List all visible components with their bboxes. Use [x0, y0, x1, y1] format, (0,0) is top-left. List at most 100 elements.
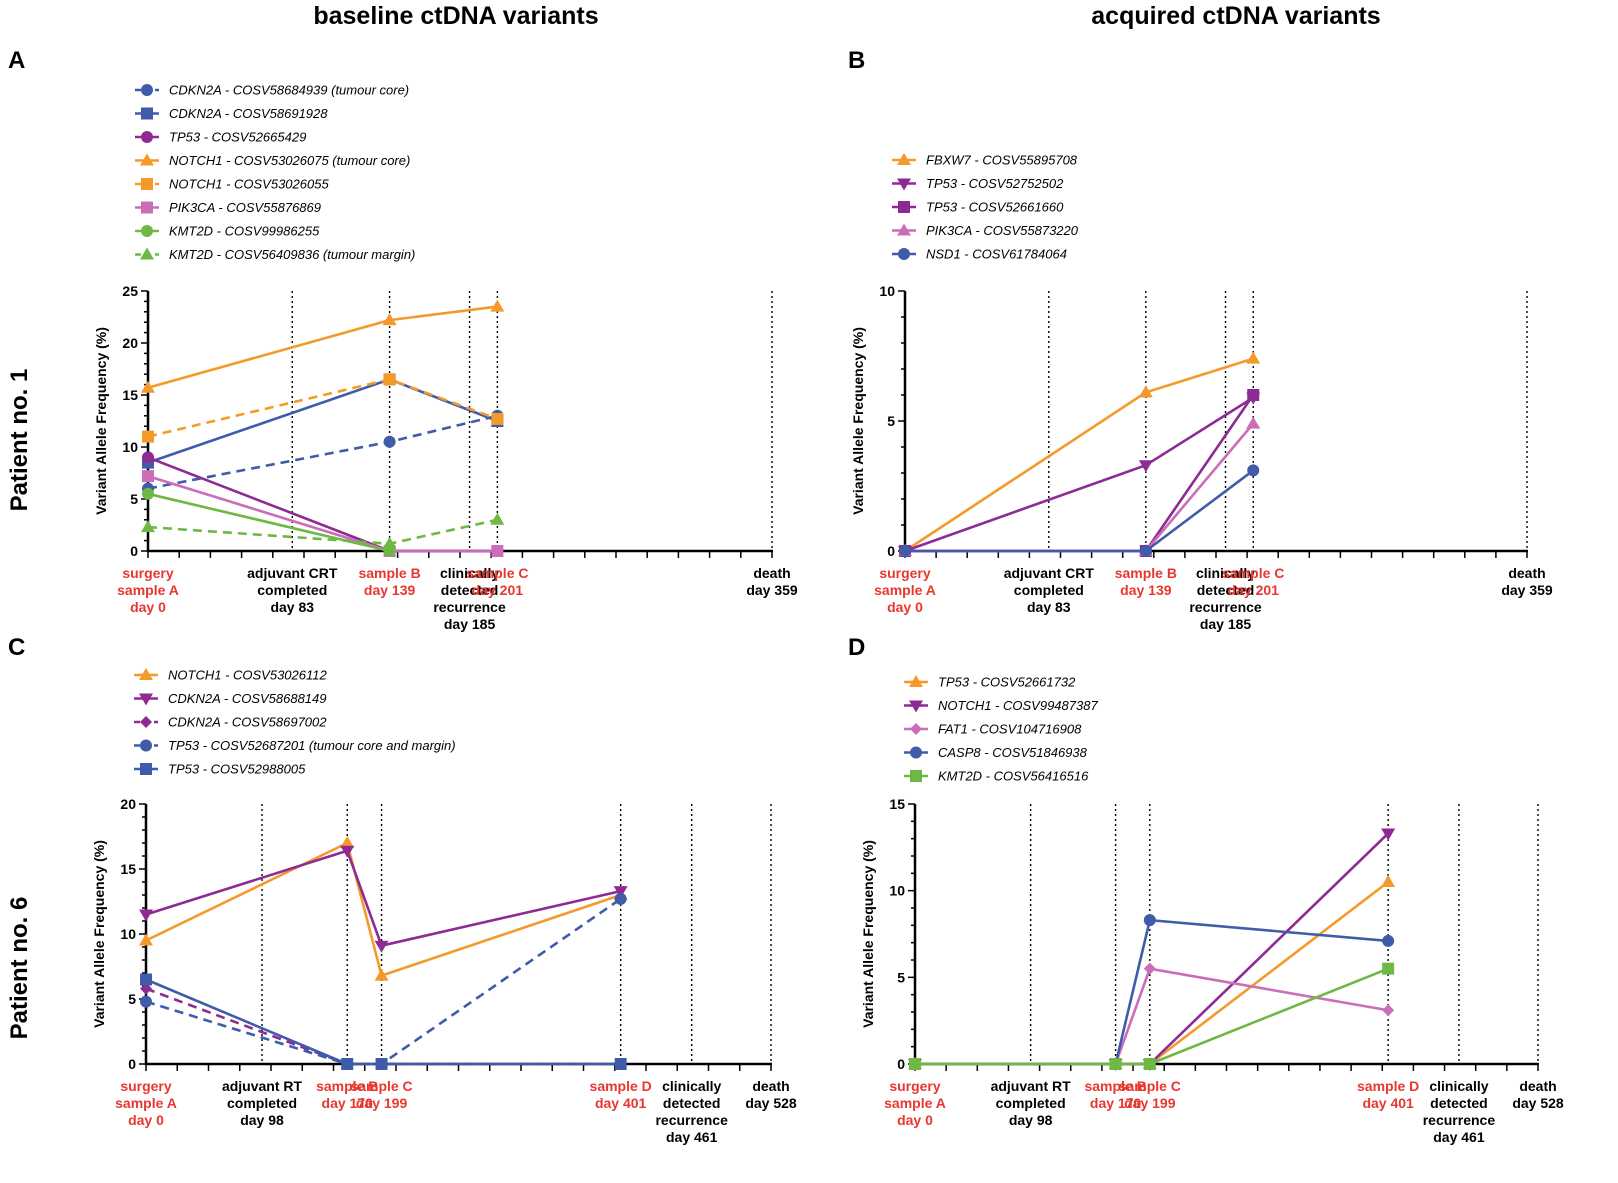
timeline-event-label-line: recurrence	[655, 1112, 728, 1128]
timeline-event-label-line: clinically	[662, 1078, 721, 1094]
legend-swatch-marker	[141, 225, 153, 237]
data-point	[142, 470, 154, 483]
data-point	[140, 973, 152, 986]
legend-swatch-marker	[898, 201, 910, 213]
data-point	[383, 373, 396, 386]
legend-entry: TP53 - COSV52752502	[892, 176, 1064, 191]
timeline-event-label: clinically detected recurrence day 185	[1189, 565, 1262, 632]
column-title-acquired: acquired ctDNA variants	[1091, 2, 1380, 30]
timeline-event-label: adjuvant CRT completed day 83	[247, 565, 338, 615]
legend-swatch-marker	[910, 746, 922, 759]
timeline-event-label-line: death	[752, 1078, 789, 1094]
legend-entry: CDKN2A - COSV58691928	[135, 106, 328, 121]
timeline-event-label-line: day 0	[887, 599, 923, 615]
legend-swatch-marker	[141, 107, 153, 120]
y-axis-title: Variant Allele Frequency (%)	[860, 840, 876, 1028]
timeline-event-label: clinically detected recurrence day 461	[655, 1078, 728, 1145]
data-point	[1381, 828, 1396, 841]
timeline-event-label-line: recurrence	[433, 599, 506, 615]
y-tick-label: 20	[122, 335, 138, 351]
y-tick-label: 5	[130, 491, 138, 507]
data-point	[141, 380, 155, 393]
timeline-event-label-line: day 0	[897, 1112, 933, 1128]
legend-label: NOTCH1 - COSV99487387	[938, 698, 1098, 713]
timeline-event-label: clinically detected recurrence day 461	[1423, 1078, 1496, 1145]
y-tick-label: 10	[122, 439, 138, 455]
legend-swatch-marker	[909, 675, 923, 687]
data-point	[139, 933, 153, 946]
timeline-event-label-line: day 0	[130, 599, 166, 615]
data-point	[1246, 351, 1261, 364]
legend-variant-id: - COSV52988005	[199, 762, 306, 777]
legend-variant-id: - COSV58684939 (tumour core)	[221, 83, 409, 98]
legend-entry: NOTCH1 - COSV53026055	[135, 177, 329, 192]
series-line	[905, 394, 1255, 553]
timeline-event-label-line: day 401	[595, 1095, 647, 1111]
timeline-event-label-line: day 201	[1228, 582, 1280, 598]
data-point	[909, 1058, 921, 1070]
legend-label: NOTCH1 - COSV53026055	[169, 177, 329, 192]
panel-b: B 0 5 10 Variant Allele Frequency (%) surgery…	[848, 47, 1553, 632]
legend-variant-id: - COSV58688149	[220, 691, 326, 706]
y-axis-title: Variant Allele Frequency (%)	[91, 840, 107, 1028]
y-tick-label: 15	[122, 387, 138, 403]
data-point	[1247, 464, 1260, 477]
timeline-event-label-line: adjuvant RT	[222, 1078, 303, 1094]
legend-swatch-marker	[141, 178, 153, 190]
legend-variant-id: - COSV56409836 (tumour margin)	[213, 247, 415, 262]
timeline-event-label-line: day 528	[1512, 1095, 1564, 1111]
legend-swatch-marker	[140, 716, 152, 728]
legend-label: TP53 - COSV52752502	[926, 176, 1064, 191]
data-point	[140, 982, 152, 995]
row-title-patient-1: Patient no. 1	[6, 369, 33, 512]
legend-label: CDKN2A - COSV58697002	[168, 715, 327, 730]
data-point	[340, 836, 355, 848]
legend-label: FBXW7 - COSV55895708	[926, 153, 1078, 168]
y-tick-label: 10	[889, 883, 905, 899]
legend-label: TP53 - COSV52661660	[926, 200, 1064, 215]
legend-label: NOTCH1 - COSV53026112	[168, 668, 327, 683]
series-line	[147, 305, 498, 389]
data-point	[382, 536, 397, 549]
data-point	[142, 487, 154, 500]
legend-entry: NSD1 - COSV61784064	[892, 247, 1067, 262]
timeline-event-label-line: detected	[1430, 1095, 1488, 1111]
legend-label: NSD1 - COSV61784064	[926, 247, 1067, 262]
legend-entry: TP53 - COSV52988005	[134, 762, 306, 777]
y-tick-label: 5	[887, 413, 895, 429]
legend-entry: KMT2D - COSV56409836 (tumour margin)	[135, 247, 415, 262]
legend-variant-id: - COSV52661660	[957, 200, 1064, 215]
legend-gene: PIK3CA	[169, 200, 215, 215]
timeline-event-label-line: clinically	[1429, 1078, 1488, 1094]
legend-variant-id: - COSV55895708	[971, 153, 1078, 168]
legend-swatch-marker	[897, 178, 911, 191]
series-line	[145, 841, 622, 977]
data-point	[374, 940, 389, 953]
data-point	[1143, 1058, 1156, 1070]
timeline-event-label-line: sample B	[316, 1078, 378, 1094]
timeline-event-label-line: day 0	[128, 1112, 164, 1128]
legend-gene: TP53	[926, 176, 958, 191]
y-tick-label: 0	[887, 543, 895, 559]
legend-entry: TP53 - COSV52687201 (tumour core and mar…	[134, 738, 456, 753]
y-tick-label: 10	[120, 926, 136, 942]
legend-entry: FBXW7 - COSV55895708	[892, 153, 1078, 168]
legend-label: TP53 - COSV52988005	[168, 762, 306, 777]
legend-gene: NOTCH1	[169, 153, 222, 168]
timeline-event-label-line: death	[753, 565, 790, 581]
timeline-event-label: adjuvant RT completed day 98	[991, 1078, 1072, 1128]
legend-gene: TP53	[926, 200, 958, 215]
legend-label: KMT2D - COSV56409836 (tumour margin)	[169, 247, 415, 262]
legend-variant-id: - COSV58691928	[221, 106, 328, 121]
series-line	[915, 967, 1389, 1066]
data-point	[1138, 460, 1153, 473]
y-tick-label: 0	[897, 1056, 905, 1072]
y-tick-label: 15	[120, 861, 136, 877]
legend-swatch-marker	[897, 223, 911, 236]
series-line	[915, 918, 1389, 1066]
data-point	[1247, 389, 1260, 401]
legend-label: TP53 - COSV52661732	[938, 675, 1076, 690]
